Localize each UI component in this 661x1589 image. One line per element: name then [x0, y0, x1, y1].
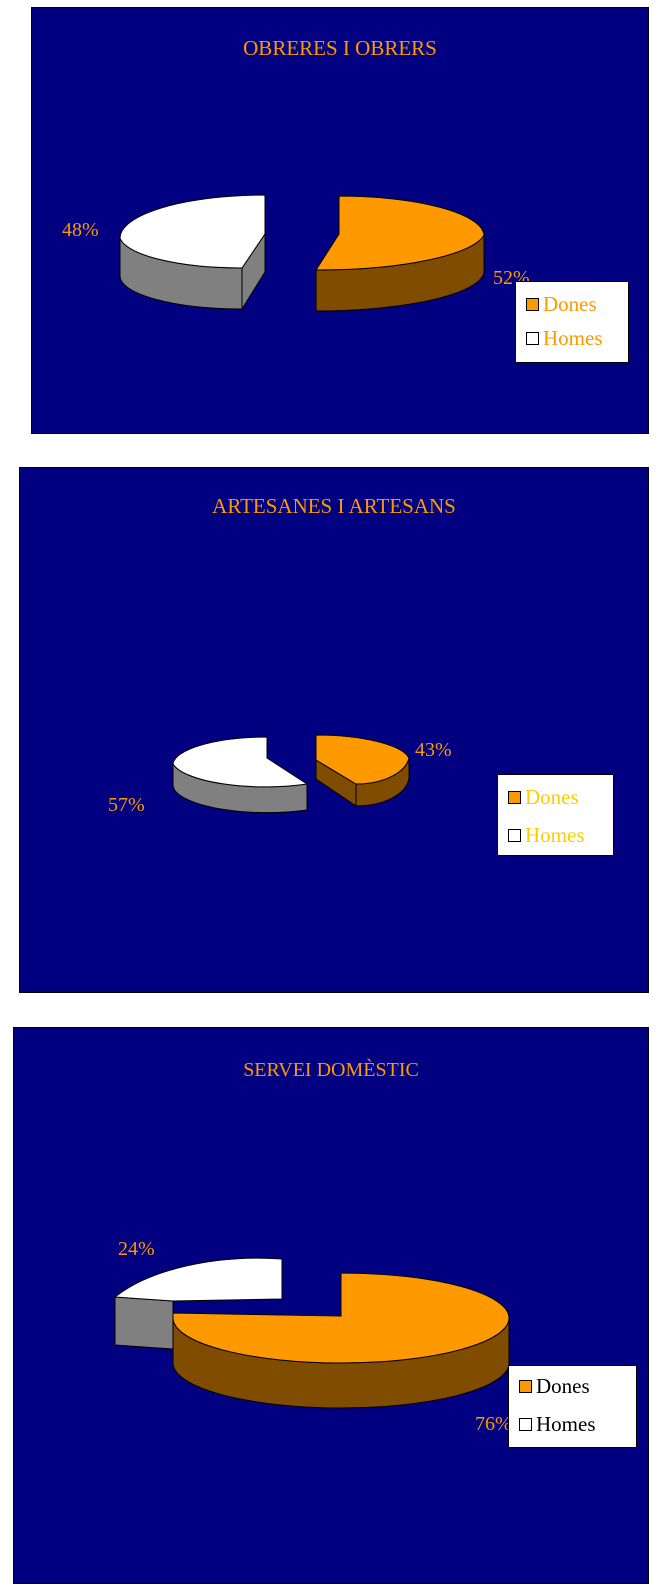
- label-dones: 43%: [415, 739, 452, 761]
- legend-label-homes: Homes: [525, 823, 585, 847]
- slice-dones-top: [315, 195, 485, 271]
- legend-label-homes: Homes: [543, 326, 603, 350]
- label-homes: 48%: [62, 219, 99, 241]
- slice-dones: [315, 734, 410, 807]
- legend-item-homes: Homes: [508, 823, 585, 848]
- slice-dones: [315, 195, 485, 312]
- legend-label-dones: Dones: [525, 785, 579, 809]
- swatch-dones: [508, 791, 521, 804]
- legend-item-dones: Dones: [526, 292, 597, 317]
- pie-chart-obreres: 48% 52%: [62, 194, 530, 312]
- legend-item-homes: Homes: [526, 326, 603, 351]
- chart-obreres: OBRERES I OBRERS 48% 52% Dones Homes: [31, 7, 649, 434]
- legend: Dones Homes: [515, 281, 629, 363]
- slice-homes: [113, 1257, 283, 1350]
- legend-label-homes: Homes: [536, 1412, 596, 1436]
- chart-title: OBRERES I OBRERS: [243, 36, 437, 60]
- slice-dones-top: [315, 734, 410, 785]
- label-dones: 76%: [475, 1413, 512, 1435]
- label-homes: 57%: [108, 794, 145, 816]
- slice-homes-top: [119, 194, 266, 269]
- slice-homes-top: [172, 736, 309, 788]
- label-homes: 24%: [118, 1238, 155, 1260]
- pie-chart-servei: 24% 76%: [113, 1238, 512, 1435]
- legend-item-homes: Homes: [519, 1412, 596, 1437]
- slice-dones: [172, 1272, 510, 1409]
- legend-item-dones: Dones: [519, 1374, 590, 1399]
- legend: Dones Homes: [508, 1365, 637, 1448]
- chart-title: SERVEI DOMÈSTIC: [243, 1059, 419, 1081]
- swatch-homes: [508, 829, 521, 842]
- legend-label-dones: Dones: [536, 1374, 590, 1398]
- legend-item-dones: Dones: [508, 785, 579, 810]
- chart-servei: SERVEI DOMÈSTIC 24% 76% Dones Homes: [13, 1027, 649, 1584]
- pie-chart-artesanes: 43% 57%: [108, 734, 452, 816]
- slice-homes-side: [114, 1296, 174, 1350]
- slice-homes: [119, 194, 266, 311]
- swatch-homes: [526, 332, 539, 345]
- slice-homes-top: [113, 1257, 283, 1302]
- slice-homes: [172, 736, 309, 814]
- swatch-dones: [526, 298, 539, 311]
- slice-dones-top: [172, 1272, 510, 1364]
- legend-label-dones: Dones: [543, 292, 597, 316]
- chart-title: ARTESANES I ARTESANS: [212, 494, 456, 518]
- legend: Dones Homes: [497, 774, 614, 856]
- chart-artesanes: ARTESANES I ARTESANS 43% 57% Dones Homes: [19, 467, 649, 993]
- swatch-homes: [519, 1418, 532, 1431]
- swatch-dones: [519, 1380, 532, 1393]
